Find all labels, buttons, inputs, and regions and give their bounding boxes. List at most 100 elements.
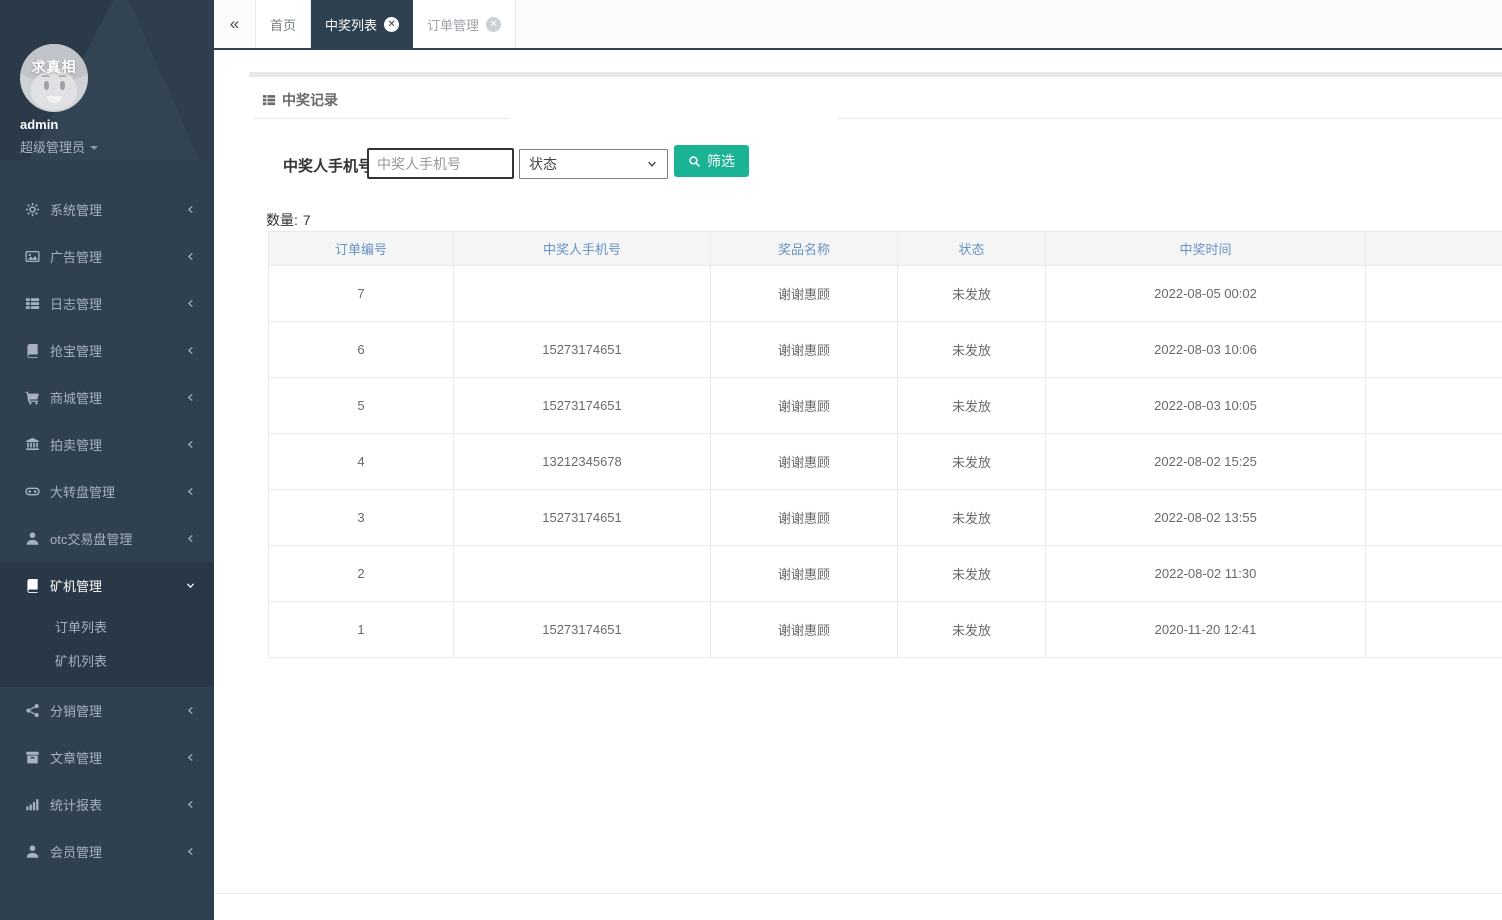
table-cell: 2022-08-05 00:02 <box>1045 265 1366 322</box>
chevron-left-icon <box>185 439 196 450</box>
table-cell: 2022-08-03 10:06 <box>1045 321 1366 378</box>
list-icon <box>25 296 40 311</box>
column-header: 状态 <box>897 231 1046 266</box>
sidebar-item-mall[interactable]: 商城管理 <box>0 374 214 421</box>
table-cell: 未发放 <box>897 489 1046 546</box>
table-cell <box>1365 265 1502 322</box>
book-icon <box>25 343 40 358</box>
chevron-down-icon <box>185 580 196 591</box>
table-cell <box>1365 601 1502 658</box>
sidebar-item-label: 会员管理 <box>50 845 103 860</box>
table-header-row: 订单编号 中奖人手机号 奖品名称 状态 中奖时间 <box>268 231 1502 266</box>
table-row: 5 15273174651 谢谢惠顾 未发放 2022-08-03 10:05 <box>268 377 1502 434</box>
close-tab-icon[interactable]: ✕ <box>384 16 400 32</box>
table-cell: 6 <box>268 321 454 378</box>
table-cell: 未发放 <box>897 545 1046 602</box>
phone-input[interactable] <box>367 148 514 179</box>
table-cell: 15273174651 <box>453 377 711 434</box>
share-icon <box>25 703 40 718</box>
table-cell: 1 <box>268 601 454 658</box>
sidebar-subitem-miner-list[interactable]: 矿机列表 <box>0 643 214 677</box>
sidebar-item-label: 商城管理 <box>50 391 103 406</box>
role-label: 超级管理员 <box>20 140 86 155</box>
chevron-left-icon <box>185 392 196 403</box>
status-select[interactable]: 状态 <box>519 149 668 179</box>
count-label: 数量: <box>266 212 298 228</box>
chevron-left-icon <box>185 298 196 309</box>
sidebar-item-label: 抢宝管理 <box>50 344 103 359</box>
sidebar-subitem-label: 矿机列表 <box>55 653 108 669</box>
avatar-eye <box>44 81 49 90</box>
status-select-value: 状态 <box>529 156 557 172</box>
table-cell: 4 <box>268 433 454 490</box>
footer-divider <box>214 893 1502 894</box>
chevron-left-icon <box>185 752 196 763</box>
table-cell: 2020-11-20 12:41 <box>1045 601 1366 658</box>
sidebar-item-label: 统计报表 <box>50 798 103 813</box>
sidebar-subitem-order-list[interactable]: 订单列表 <box>0 609 214 643</box>
chevron-left-icon <box>185 251 196 262</box>
chevron-left-icon <box>185 799 196 810</box>
sidebar-item-distribution[interactable]: 分销管理 <box>0 687 214 734</box>
table-cell: 未发放 <box>897 321 1046 378</box>
role-dropdown[interactable]: 超级管理员 <box>20 137 99 156</box>
sidebar-item-reports[interactable]: 统计报表 <box>0 781 214 828</box>
tab-prize-list[interactable]: 中奖列表 ✕ <box>311 0 414 48</box>
close-tab-icon[interactable]: ✕ <box>486 16 502 32</box>
avatar-eye <box>60 81 65 90</box>
sidebar-item-miner[interactable]: 矿机管理 <box>0 562 214 609</box>
table-cell: 谢谢惠顾 <box>710 489 898 546</box>
panel-top-strip <box>249 72 1502 77</box>
sidebar: 求真相 admin 超级管理员 系统管理 广告管理 日志管理抢宝管理商城管理拍卖管理… <box>0 0 214 920</box>
filter-button-label: 筛选 <box>707 153 735 169</box>
filter-button[interactable]: 筛选 <box>674 145 749 177</box>
user-profile: 求真相 admin 超级管理员 <box>0 0 214 160</box>
column-header <box>1365 231 1502 266</box>
tab-orders[interactable]: 订单管理 ✕ <box>413 0 517 48</box>
sidebar-item-label: 矿机管理 <box>50 579 103 594</box>
table-cell <box>453 545 711 602</box>
gamepad-icon <box>25 484 40 499</box>
table-cell: 7 <box>268 265 454 322</box>
table-cell: 15273174651 <box>453 601 711 658</box>
table-cell: 13212345678 <box>453 433 711 490</box>
tab-home[interactable]: 首页 <box>255 0 312 48</box>
sidebar-item-members[interactable]: 会员管理 <box>0 828 214 875</box>
table-row: 1 15273174651 谢谢惠顾 未发放 2020-11-20 12:41 <box>268 601 1502 658</box>
table-cell: 5 <box>268 377 454 434</box>
sidebar-item-articles[interactable]: 文章管理 <box>0 734 214 781</box>
user-icon <box>25 844 40 859</box>
sidebar-item-otc[interactable]: otc交易盘管理 <box>0 515 214 562</box>
avatar-face <box>31 70 77 110</box>
column-header: 奖品名称 <box>710 231 898 266</box>
avatar-brow <box>41 75 50 79</box>
bank-icon <box>25 437 40 452</box>
collapse-sidebar-button[interactable]: « <box>229 14 240 33</box>
sidebar-section-miner: 矿机管理订单列表矿机列表 <box>0 562 214 687</box>
sidebar-item-system[interactable]: 系统管理 <box>0 186 214 233</box>
cart-icon <box>25 390 40 405</box>
table-row: 4 13212345678 谢谢惠顾 未发放 2022-08-02 15:25 <box>268 433 1502 490</box>
divider <box>253 118 510 119</box>
table-row: 6 15273174651 谢谢惠顾 未发放 2022-08-03 10:06 <box>268 321 1502 378</box>
table-row: 2 谢谢惠顾 未发放 2022-08-02 11:30 <box>268 545 1502 602</box>
caret-down-icon <box>90 146 99 150</box>
sidebar-item-label: 文章管理 <box>50 751 103 766</box>
sidebar-item-label: 拍卖管理 <box>50 438 103 453</box>
table-cell: 未发放 <box>897 601 1046 658</box>
sidebar-item-grab[interactable]: 抢宝管理 <box>0 327 214 374</box>
user-icon <box>25 531 40 546</box>
chevron-down-icon <box>646 158 658 170</box>
sidebar-item-wheel[interactable]: 大转盘管理 <box>0 468 214 515</box>
sidebar-item-logs[interactable]: 日志管理 <box>0 280 214 327</box>
chevron-left-icon <box>185 846 196 857</box>
table-cell <box>1365 433 1502 490</box>
table-row: 3 15273174651 谢谢惠顾 未发放 2022-08-02 13:55 <box>268 489 1502 546</box>
sidebar-subitem-label: 订单列表 <box>55 619 108 635</box>
count-value: 7 <box>302 212 311 228</box>
prize-table: 订单编号 中奖人手机号 奖品名称 状态 中奖时间 7 谢谢惠顾 未发放 2022-08-05 … <box>268 231 1502 658</box>
sidebar-item-ads[interactable]: 广告管理 <box>0 233 214 280</box>
sidebar-item-auction[interactable]: 拍卖管理 <box>0 421 214 468</box>
table-cell <box>1365 321 1502 378</box>
